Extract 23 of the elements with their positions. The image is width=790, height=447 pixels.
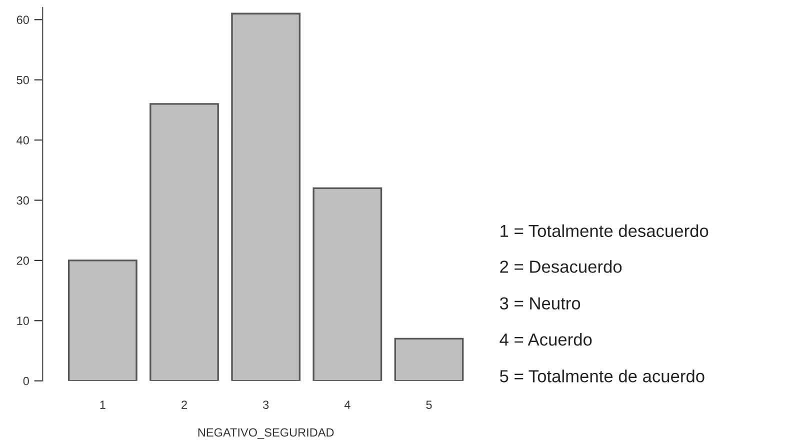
y-tick-label: 20 (16, 256, 29, 265)
y-tick-label: 0 (23, 376, 29, 386)
x-axis-title: NEGATIVO_SEGURIDAD (198, 428, 334, 439)
x-tick-label: 2 (182, 400, 187, 409)
x-tick-label: 5 (426, 400, 432, 409)
y-tick-label: 50 (16, 76, 29, 84)
x-tick-label: 4 (344, 400, 350, 409)
y-tick-label: 10 (17, 316, 29, 326)
text: 1 = Totalmente desacuerdo (500, 224, 708, 238)
x-tick-label: 3 (263, 400, 269, 409)
bar (68, 260, 138, 381)
text: 4 = Acuerdo (500, 332, 592, 346)
text: 5 = Totalmente de acuerdo (500, 370, 704, 382)
y-tick-label: 60 (16, 16, 29, 24)
y-tick-label: 30 (16, 196, 29, 205)
bar (150, 103, 219, 381)
y-tick-label: 40 (16, 136, 29, 144)
x-tick-label: 1 (100, 400, 106, 409)
bar (312, 187, 382, 381)
bar (394, 338, 464, 381)
bar (231, 12, 301, 381)
text: 2 = Desacuerdo (500, 260, 622, 273)
text: 3 = Neutro (500, 297, 580, 310)
